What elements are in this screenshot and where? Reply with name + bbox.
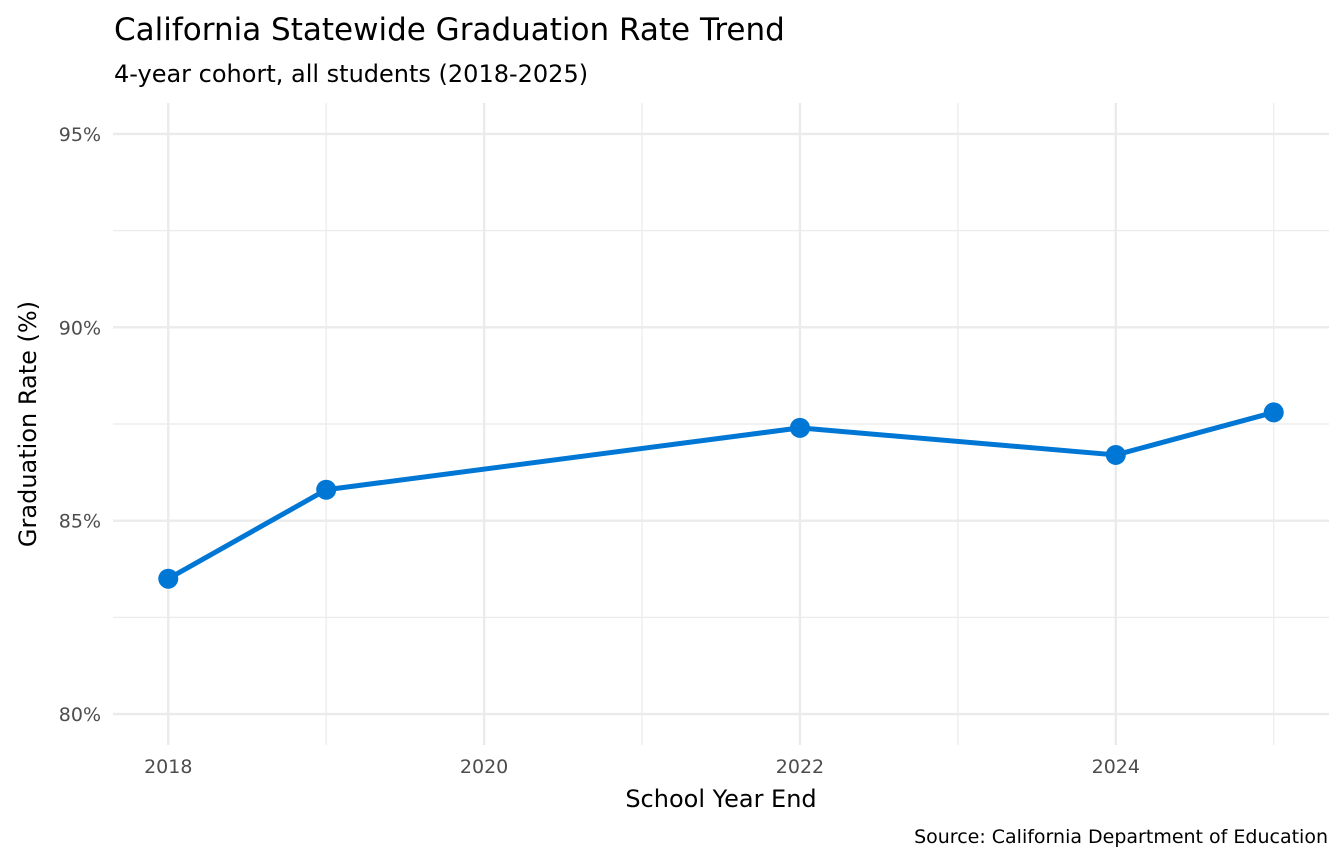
series-graduation-rate bbox=[158, 402, 1284, 589]
data-point bbox=[1263, 402, 1284, 423]
x-tick-label: 2018 bbox=[144, 756, 192, 778]
data-point bbox=[316, 479, 337, 500]
chart-subtitle: 4-year cohort, all students (2018-2025) bbox=[114, 60, 588, 88]
y-axis-title: Graduation Rate (%) bbox=[14, 301, 42, 547]
y-axis-ticks: 80% 85% 90% 95% bbox=[59, 124, 101, 726]
y-tick-label: 90% bbox=[59, 317, 101, 339]
chart-caption: Source: California Department of Educati… bbox=[914, 826, 1328, 848]
x-tick-label: 2022 bbox=[776, 756, 824, 778]
x-tick-label: 2020 bbox=[460, 756, 508, 778]
x-axis-ticks: 2018 2020 2022 2024 bbox=[144, 756, 1140, 778]
data-point bbox=[789, 417, 810, 438]
y-tick-label: 80% bbox=[59, 704, 101, 726]
data-point bbox=[158, 568, 179, 589]
x-tick-label: 2024 bbox=[1092, 756, 1140, 778]
data-point bbox=[1105, 444, 1126, 465]
y-tick-label: 95% bbox=[59, 124, 101, 146]
y-tick-label: 85% bbox=[59, 511, 101, 533]
chart-title: California Statewide Graduation Rate Tre… bbox=[114, 12, 785, 48]
x-axis-title: School Year End bbox=[625, 785, 816, 813]
grid bbox=[113, 103, 1329, 745]
